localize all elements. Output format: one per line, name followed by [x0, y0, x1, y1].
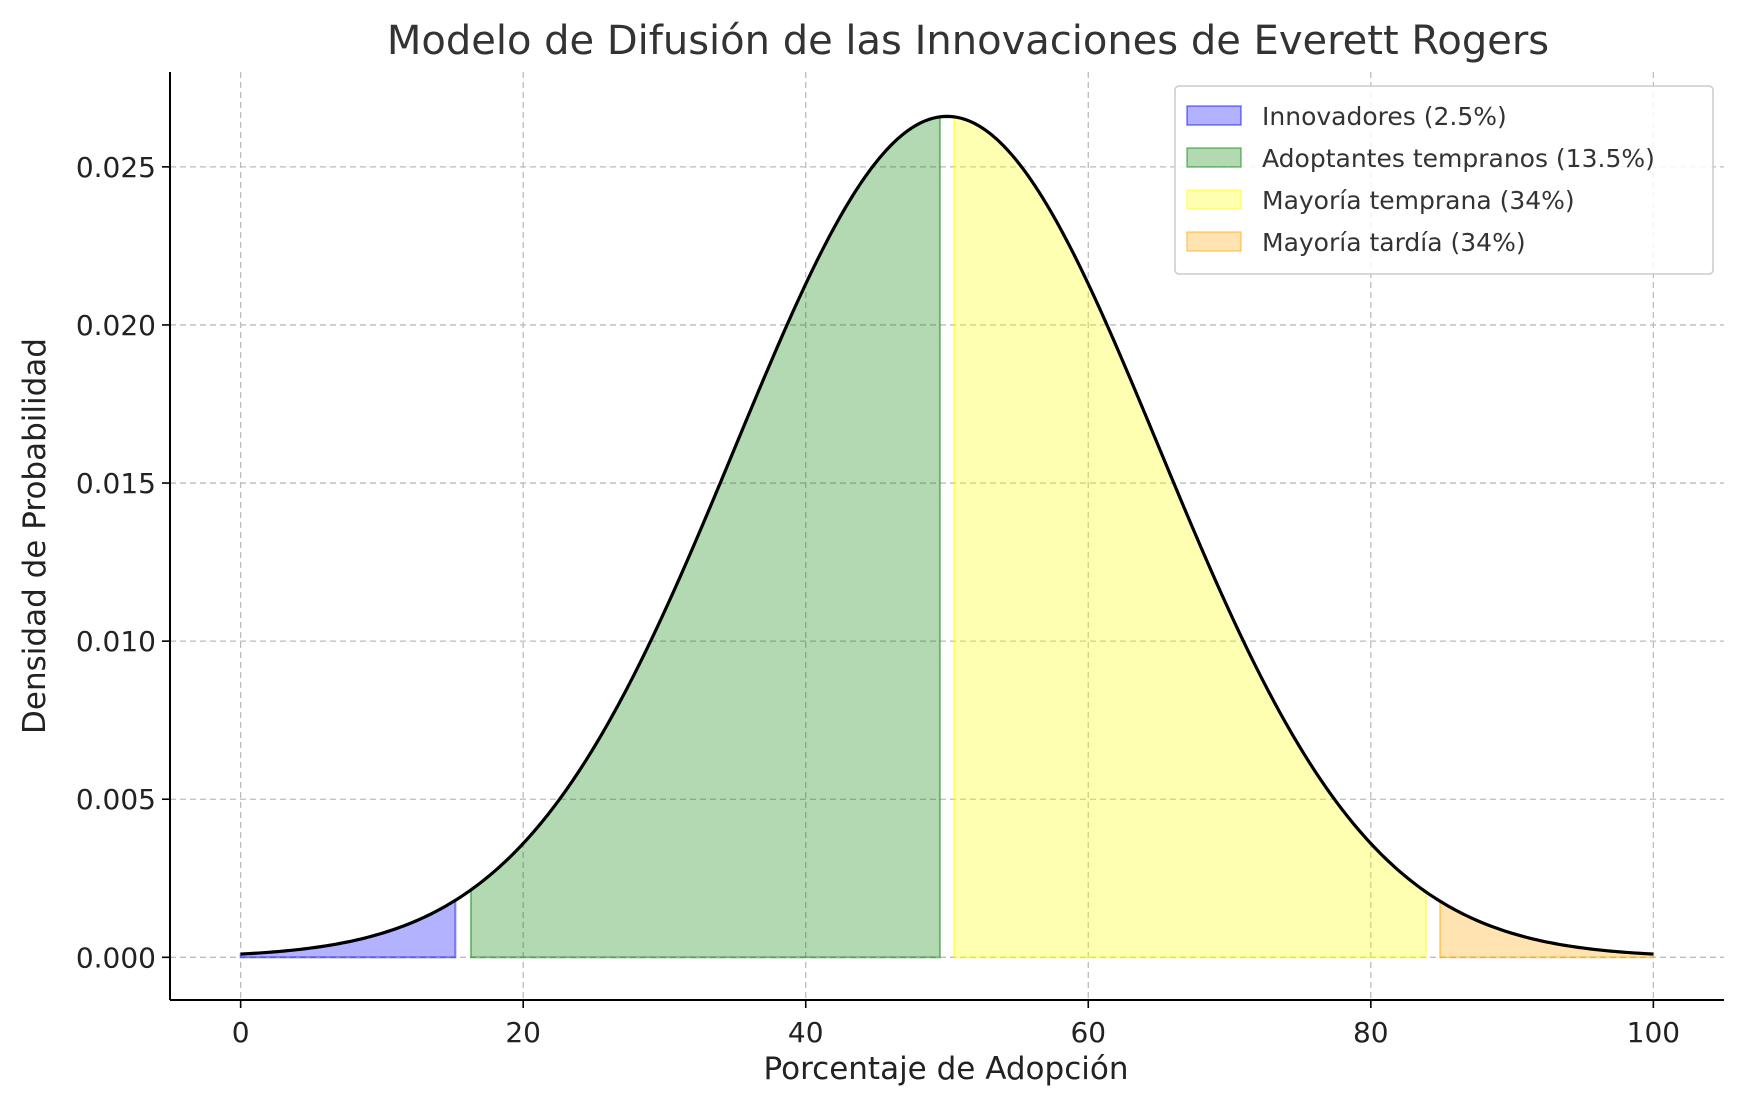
density-curve	[240, 114, 1654, 956]
x-tick-label: 60	[1070, 1016, 1106, 1049]
x-tick-label: 100	[1627, 1016, 1680, 1049]
legend-box	[1174, 85, 1714, 275]
y-tick-label: 0.015	[76, 467, 156, 500]
y-tick-label: 0.010	[76, 625, 156, 658]
y-tick-label: 0.005	[76, 783, 156, 816]
legend: Innovadores (2.5%) Adoptantes tempranos (…	[1174, 85, 1714, 275]
x-tick-label: 20	[505, 1016, 541, 1049]
y-tick-label: 0.025	[76, 151, 156, 184]
chart-title: Modelo de Difusión de las Innovaciones d…	[387, 18, 1549, 64]
region-2	[469, 115, 941, 959]
legend-entry: Mayoría tardía (34%)	[1262, 228, 1526, 257]
legend-swatch	[1186, 189, 1242, 210]
ticks: 0 20 40 60 80 100 0.000 0.005 0.010 0.015 0.020 0.0…	[76, 151, 1680, 1049]
legend-swatch	[1186, 105, 1242, 126]
y-axis-label: Densidad de Probabilidad	[17, 338, 53, 734]
axes	[169, 72, 1724, 1001]
legend-entry: Innovadores (2.5%)	[1262, 102, 1507, 131]
region-4	[1439, 899, 1655, 959]
legend-entry: Adoptantes tempranos (13.5%)	[1262, 144, 1655, 173]
legend-swatch	[1186, 147, 1242, 168]
x-tick-label: 40	[788, 1016, 824, 1049]
x-tick-label: 80	[1353, 1016, 1389, 1049]
curve-layer	[240, 114, 1654, 956]
legend-entry: Mayoría temprana (34%)	[1262, 186, 1575, 215]
region-1	[239, 898, 457, 959]
y-tick-label: 0.020	[76, 309, 156, 342]
y-tick-label: 0.000	[76, 941, 156, 974]
x-tick-label: 0	[232, 1016, 250, 1049]
x-axis-label: Porcentaje de Adopción	[764, 1051, 1129, 1087]
legend-swatch	[1186, 231, 1242, 252]
